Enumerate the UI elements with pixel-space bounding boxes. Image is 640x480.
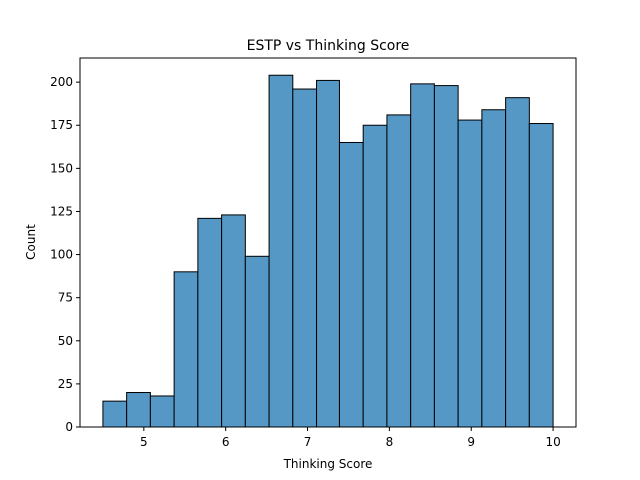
histogram-bar	[410, 83, 435, 428]
x-tick-label: 7	[304, 435, 312, 449]
x-tick-label: 8	[386, 435, 394, 449]
histogram-bar	[386, 114, 412, 428]
x-tick-label: 9	[467, 435, 475, 449]
histogram-bar	[126, 392, 151, 428]
y-tick-label: 75	[58, 291, 73, 305]
y-axis-title: Count	[24, 224, 38, 260]
x-tick-label: 10	[545, 435, 560, 449]
histogram-bar	[338, 141, 364, 428]
x-tick-label: 5	[140, 435, 148, 449]
histogram-bar	[481, 109, 507, 428]
histogram-bar	[244, 255, 270, 428]
histogram-bar	[362, 124, 388, 428]
bars-layer	[102, 74, 554, 428]
y-tick-label: 175	[50, 118, 73, 132]
x-axis-title: Thinking Score	[283, 457, 373, 471]
chart-title: ESTP vs Thinking Score	[247, 38, 410, 54]
y-tick-label: 0	[65, 420, 73, 434]
plot-frame	[79, 57, 577, 428]
y-tick-label: 150	[50, 161, 73, 175]
y-tick-label: 200	[50, 75, 73, 89]
histogram-bar	[197, 217, 223, 428]
histogram-bar	[292, 88, 318, 428]
histogram-bar	[221, 214, 246, 428]
histogram-bar	[457, 119, 483, 428]
histogram-bar	[528, 123, 554, 428]
histogram-bar	[268, 74, 294, 428]
y-tick-label: 100	[50, 248, 73, 262]
y-tick-label: 25	[58, 377, 73, 391]
histogram-bar	[433, 85, 459, 428]
y-tick-label: 50	[58, 334, 73, 348]
histogram-bar	[102, 400, 128, 428]
histogram-bar	[173, 271, 199, 428]
histogram-bar	[505, 97, 530, 428]
x-tick-label: 6	[222, 435, 230, 449]
y-tick-label: 125	[50, 204, 73, 218]
histogram-bar	[316, 79, 340, 428]
histogram-bar	[149, 395, 175, 428]
